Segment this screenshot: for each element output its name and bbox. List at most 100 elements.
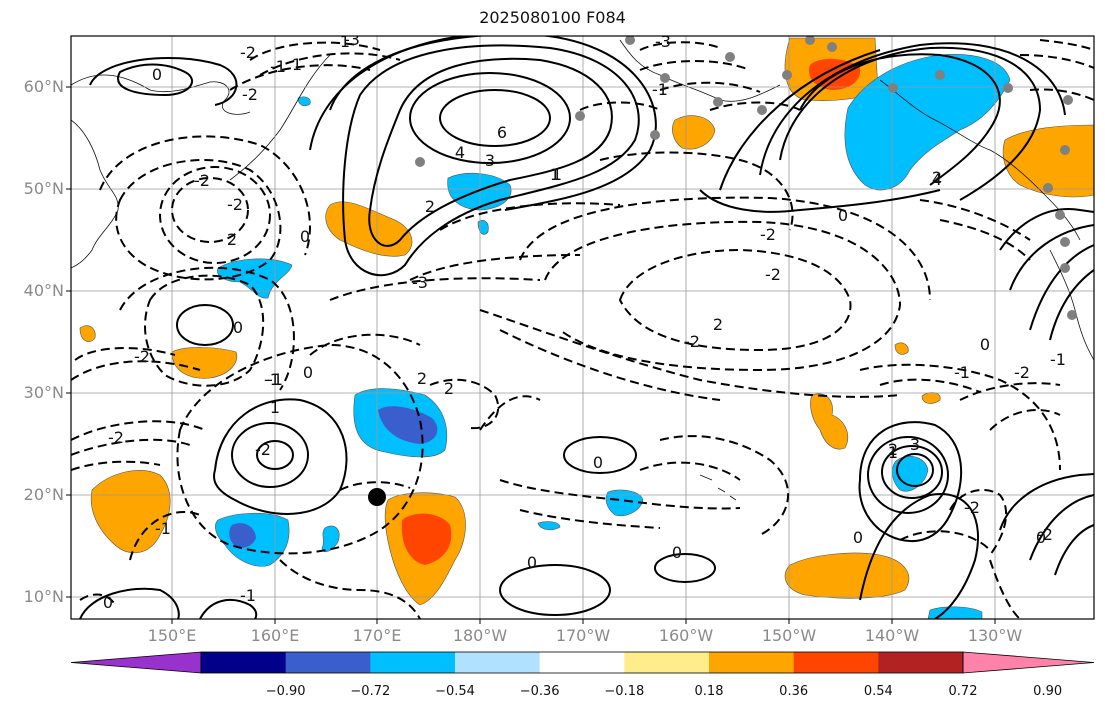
latitude-label: 30°N: [23, 383, 64, 402]
colorbar-segment: [793, 652, 879, 673]
contour-label: 0: [103, 593, 113, 612]
latitude-label: 20°N: [23, 485, 64, 504]
contour-label: 2: [932, 168, 942, 187]
contour-label: -1: [1050, 350, 1066, 369]
contour-label: 2: [227, 230, 237, 249]
contour-label: -2: [684, 332, 700, 351]
latitude-label: 10°N: [23, 587, 64, 606]
shade-orange-8: [672, 115, 716, 150]
contour-label: -2: [108, 428, 124, 447]
contour-label: 1: [550, 165, 560, 184]
contour-label: -1: [652, 80, 668, 99]
colorbar-tick-label: −0.36: [519, 684, 560, 699]
tick-marks: [66, 86, 996, 624]
contour-label: 0: [152, 65, 162, 84]
contour-label: -1: [270, 57, 286, 76]
contour-label: 2: [713, 315, 723, 334]
contour-label: 0: [980, 335, 990, 354]
station-markers: [415, 36, 1077, 320]
shade-orange-3: [90, 470, 171, 554]
colorbar-segment: [878, 652, 964, 673]
shade-red-1: [401, 513, 452, 565]
contour-label: 0: [303, 363, 313, 382]
contour-label: -2: [242, 85, 258, 104]
contour-label: 0: [672, 543, 682, 562]
contour-label: 2: [417, 369, 427, 388]
shade-orange-2: [171, 347, 238, 379]
longitude-label: 140°W: [864, 626, 920, 645]
colorbar-tick-label: 0.18: [694, 684, 724, 699]
colorbar-tick-label: 0.54: [863, 684, 893, 699]
contour-label: -2: [240, 43, 256, 62]
colorbar-segment: [285, 652, 371, 673]
longitude-label: 180°W: [452, 626, 508, 645]
longitude-label: 160°W: [658, 626, 714, 645]
contour-label: 1: [340, 32, 350, 51]
contour-label: 3: [910, 435, 920, 454]
shade-cyan-5: [844, 54, 1011, 191]
contour-label: 0: [233, 318, 243, 337]
contour-label: 2: [444, 379, 454, 398]
colorbar-segment: [455, 652, 541, 673]
contour-label: 1: [552, 165, 562, 184]
contour-label: 0: [853, 528, 863, 547]
shade-orange-11: [894, 342, 909, 355]
contour-label: -3: [344, 30, 360, 49]
contour-label: 2: [425, 197, 435, 216]
contour-label: -1: [240, 586, 256, 605]
colorbar-tick-label: 0.36: [779, 684, 809, 699]
colorbar-tick-label: −0.90: [265, 684, 306, 699]
longitude-label: 150°W: [761, 626, 817, 645]
contour-label: -2: [227, 195, 243, 214]
map-title: 2025080100 F084: [479, 8, 626, 27]
contour-label: -1: [954, 363, 970, 382]
contour-label: -2: [765, 265, 781, 284]
shade-orange-1: [325, 201, 413, 257]
colorbar-segment: [201, 652, 287, 673]
contour-label: 0: [593, 453, 603, 472]
contour-label: -2: [194, 171, 210, 190]
shade-blue-1: [378, 406, 438, 444]
contour-label: 3: [485, 151, 495, 170]
contour-label: 1: [888, 443, 898, 462]
contour-label: 6: [497, 123, 507, 142]
shade-orange-5: [784, 552, 910, 599]
contour-label: -2: [760, 225, 776, 244]
colorbar-segment: [539, 652, 625, 673]
contour-label: -2: [1014, 363, 1030, 382]
shade-cyan-8: [321, 525, 340, 553]
shade-orange-7: [1002, 124, 1094, 198]
contour-label: 1: [270, 398, 280, 417]
colorbar-segment: [370, 652, 456, 673]
contour-label: 4: [932, 170, 942, 189]
colorbar-segment: [624, 652, 710, 673]
contour-label: 2: [888, 440, 898, 459]
latitude-label: 50°N: [23, 179, 64, 198]
colorbar-extend-high: [962, 651, 1095, 674]
contour-label: -1: [267, 370, 283, 389]
shade-orange-12: [921, 392, 941, 404]
contour-label: -2: [1037, 525, 1053, 544]
shade-cyan-9: [537, 521, 561, 531]
shade-orange-9: [810, 393, 849, 450]
longitude-label: 160°E: [250, 626, 300, 645]
shade-cyan-10: [927, 606, 983, 619]
negative-contours: [71, 39, 1094, 619]
colorbar-tick-label: −0.18: [604, 684, 645, 699]
contour-label: -2: [964, 498, 980, 517]
colorbar-segment: [709, 652, 795, 673]
colorbar-tick-label: −0.54: [435, 684, 475, 699]
shade-cyan-12: [477, 220, 489, 235]
contour-label: 4: [455, 143, 465, 162]
longitude-label: 170°E: [352, 626, 402, 645]
colorbar-tick-label: −0.72: [350, 684, 391, 699]
coastlines: [71, 39, 1094, 501]
shade-orange-10: [79, 325, 96, 342]
colorbar-tick-label: 0.90: [1033, 684, 1063, 699]
contour-label: 1: [292, 55, 302, 74]
contour-label: -1: [155, 519, 171, 538]
contour-label: -3: [655, 32, 671, 51]
longitude-label: 170°W: [555, 626, 611, 645]
